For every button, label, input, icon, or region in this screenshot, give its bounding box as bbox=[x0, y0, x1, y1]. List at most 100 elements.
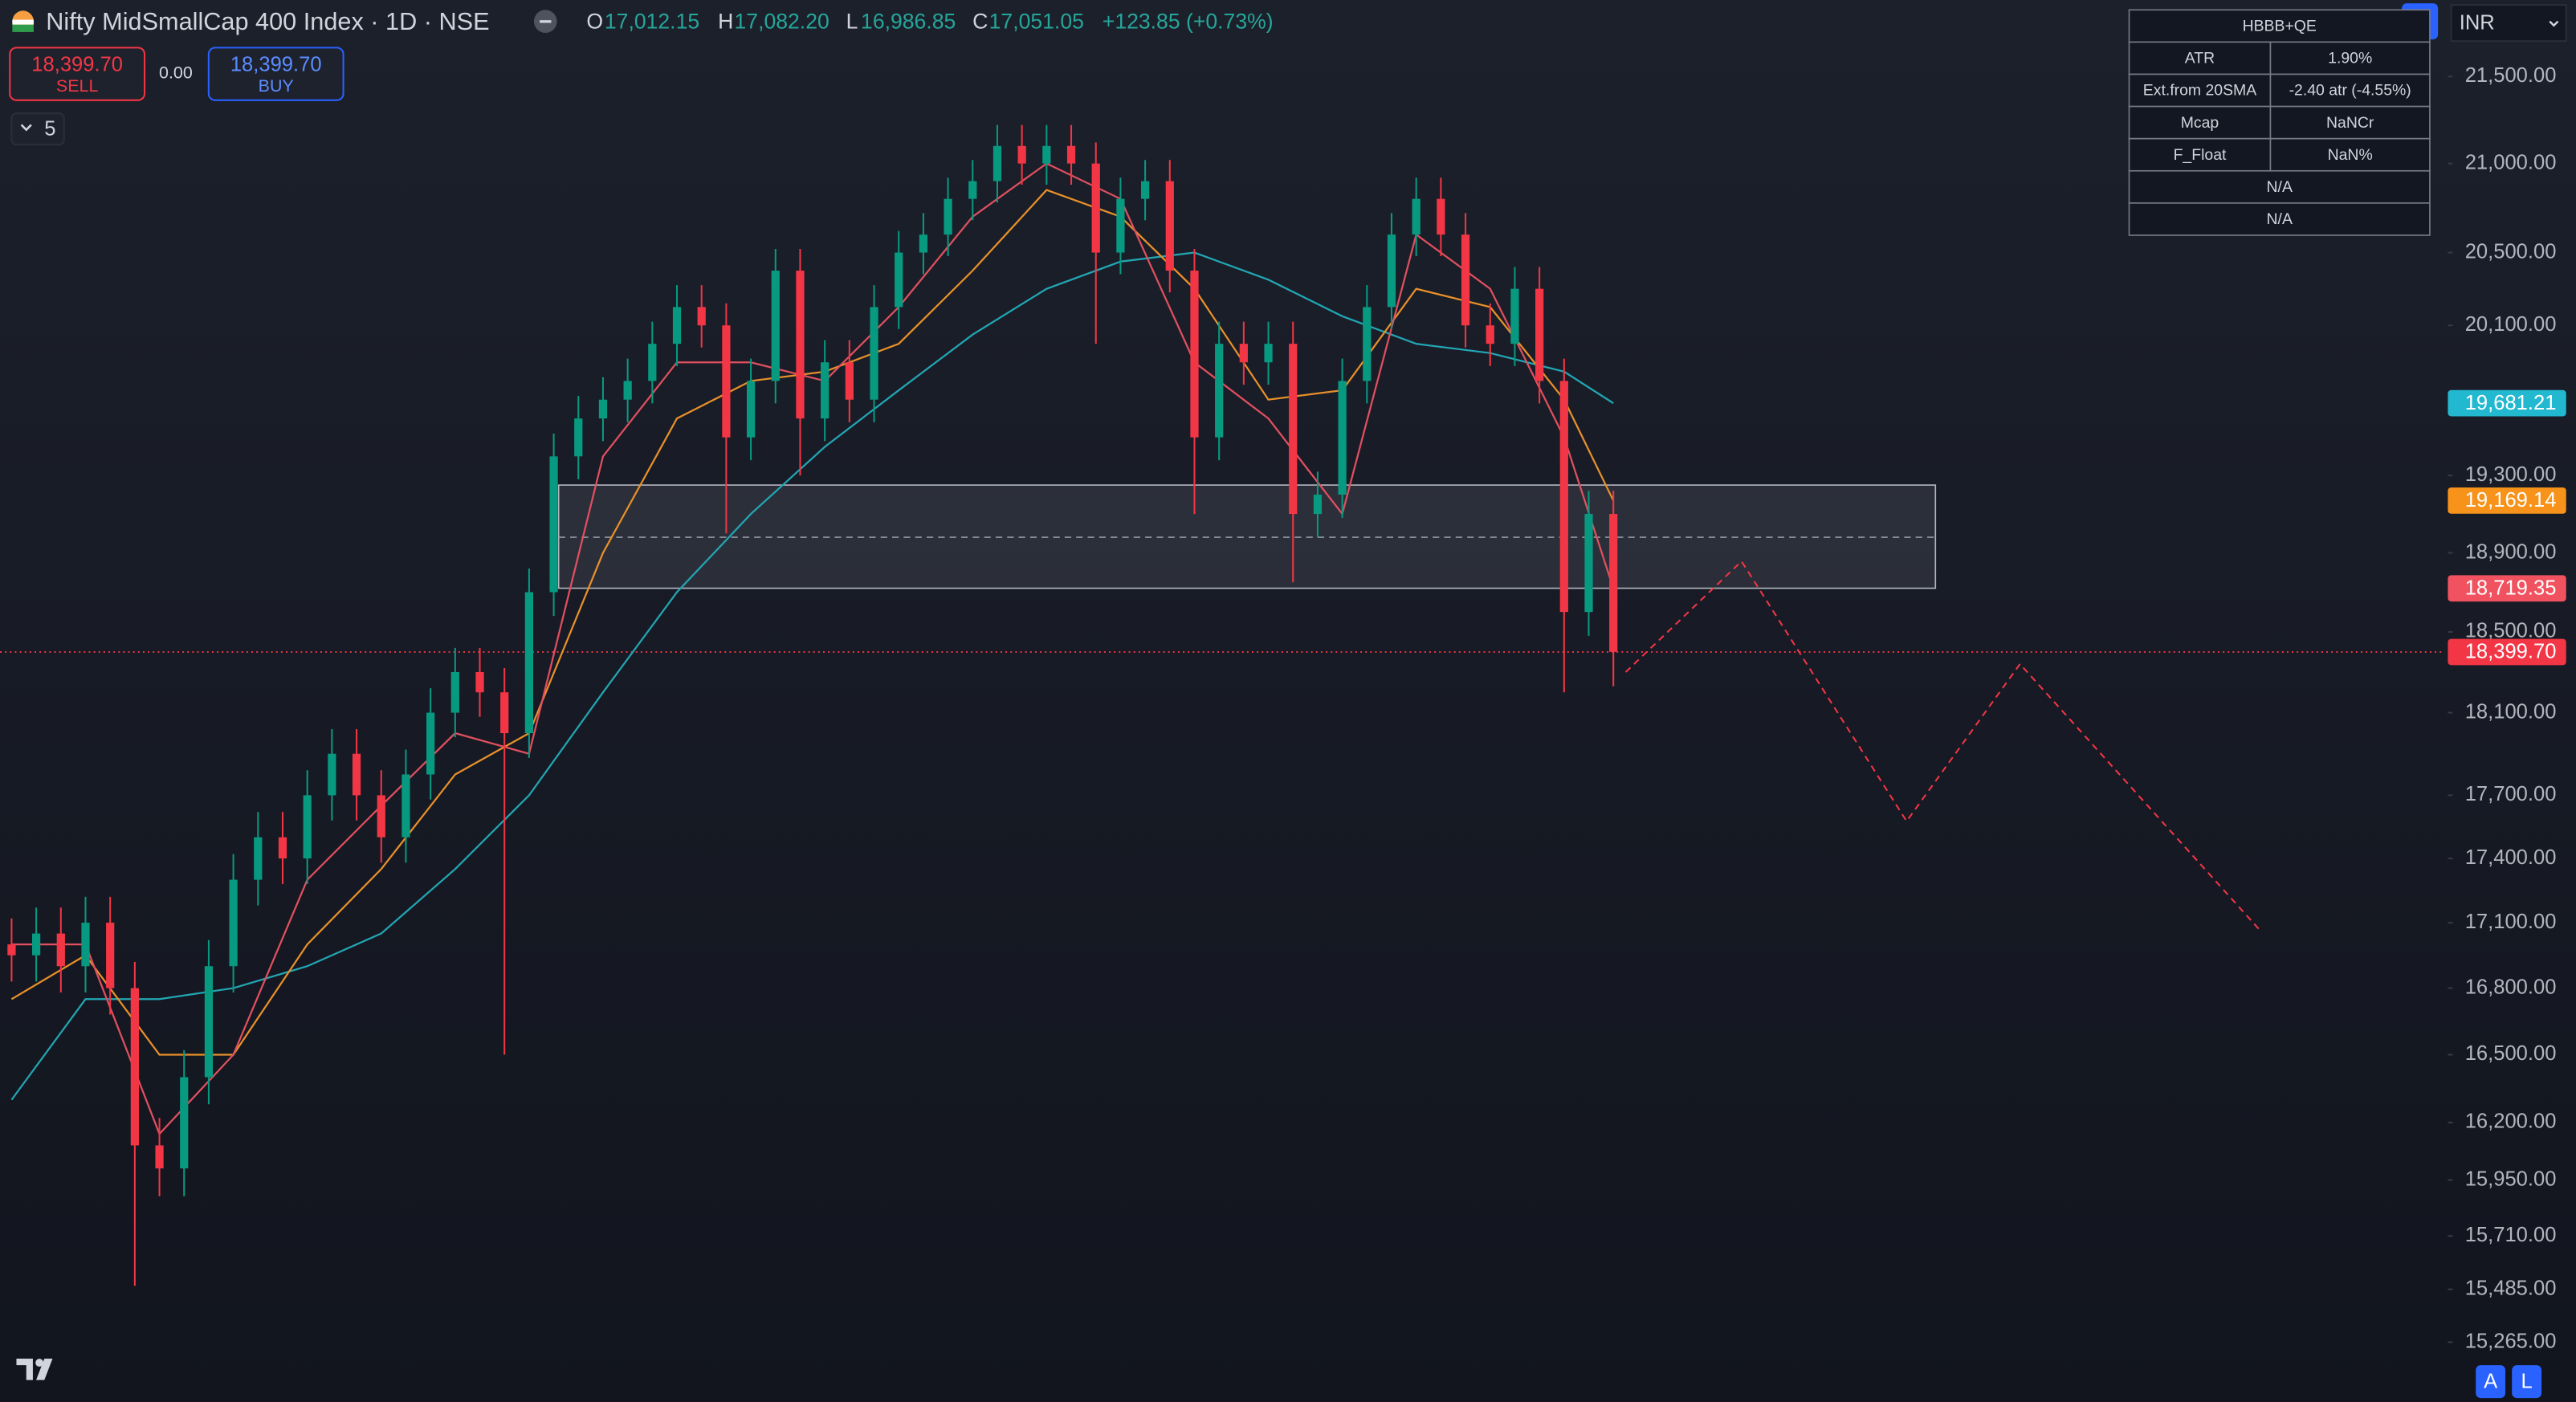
table-value: NaNCr bbox=[2326, 114, 2374, 132]
candle-body bbox=[1165, 181, 1174, 271]
candle-body bbox=[81, 923, 90, 967]
candle-body bbox=[944, 198, 952, 235]
hide-icon bbox=[540, 20, 552, 23]
spread: 0.00 bbox=[159, 63, 193, 83]
candle-body bbox=[771, 271, 780, 381]
candle-body bbox=[450, 671, 459, 713]
y-tick-label: 15,950.00 bbox=[2465, 1168, 2557, 1190]
candle-body bbox=[524, 592, 534, 734]
y-tick-label: 20,500.00 bbox=[2465, 240, 2557, 263]
candle-body bbox=[549, 456, 558, 593]
ohlc-value: 17,012.15 bbox=[605, 10, 699, 34]
y-tick-label: 21,000.00 bbox=[2465, 151, 2557, 173]
flag-stripe bbox=[12, 19, 34, 25]
table-cell bbox=[2128, 41, 2272, 75]
sell-price: 18,399.70 bbox=[31, 54, 123, 76]
candle-body bbox=[1091, 163, 1100, 253]
logo bbox=[16, 1358, 53, 1380]
buy-price: 18,399.70 bbox=[230, 54, 322, 76]
table-text: N/A bbox=[2267, 178, 2293, 196]
candle-body bbox=[1535, 288, 1544, 381]
candle-body bbox=[919, 234, 928, 253]
candle-body bbox=[229, 879, 238, 967]
y-tick-label: 17,100.00 bbox=[2465, 911, 2557, 933]
ohlc-value: 17,051.05 bbox=[989, 10, 1084, 34]
table-value: NaN% bbox=[2328, 146, 2373, 164]
candle-body bbox=[574, 418, 583, 457]
candle-body bbox=[1264, 344, 1273, 363]
y-tick-label: 16,800.00 bbox=[2465, 976, 2557, 998]
candle-body bbox=[1289, 344, 1298, 515]
candle-body bbox=[155, 1145, 164, 1169]
log-scale-label: L bbox=[2521, 1370, 2533, 1392]
y-tick-label: 15,265.00 bbox=[2465, 1330, 2557, 1352]
candle-body bbox=[648, 344, 657, 381]
candle-body bbox=[1190, 271, 1199, 438]
ohlc-key: O bbox=[586, 10, 603, 34]
y-tick-label: 19,300.00 bbox=[2465, 463, 2557, 486]
candle-body bbox=[180, 1077, 189, 1169]
change: +123.85 (+0.73%) bbox=[1103, 10, 1274, 34]
table-header-cell bbox=[2128, 9, 2431, 43]
candle-body bbox=[1510, 288, 1519, 344]
table-cell bbox=[2269, 105, 2431, 140]
auto-scale-button[interactable] bbox=[2476, 1365, 2506, 1399]
plot-area bbox=[0, 124, 2445, 1286]
y-tick-label: 15,485.00 bbox=[2465, 1277, 2557, 1299]
candle-body bbox=[31, 933, 41, 956]
candle-body bbox=[870, 307, 878, 400]
candle-body bbox=[1461, 234, 1470, 326]
candle-body bbox=[1412, 198, 1420, 235]
candle-body bbox=[1239, 344, 1248, 363]
buy-button[interactable] bbox=[207, 47, 344, 101]
candle-body bbox=[377, 795, 385, 838]
candle-body bbox=[475, 671, 484, 693]
candle-body bbox=[895, 252, 903, 308]
y-tick-label: 18,900.00 bbox=[2465, 540, 2557, 563]
candle-body bbox=[106, 923, 115, 988]
candle-body bbox=[56, 933, 65, 967]
symbol-title: Nifty MidSmallCap 400 Index · 1D · NSE bbox=[46, 7, 489, 35]
ohlc-key: C bbox=[972, 10, 988, 34]
candle-body bbox=[845, 362, 854, 400]
candle-body bbox=[746, 381, 756, 438]
ohlc-key: L bbox=[846, 10, 858, 34]
sell-button[interactable] bbox=[9, 47, 146, 101]
candle-body bbox=[1437, 198, 1445, 235]
price-marker bbox=[2448, 575, 2566, 602]
y-tick-label: 21,500.00 bbox=[2465, 64, 2557, 87]
candle-body bbox=[7, 944, 16, 956]
candle-body bbox=[623, 381, 632, 400]
candle-body bbox=[722, 325, 731, 438]
candle-body bbox=[1313, 495, 1323, 515]
info-table: HBBB+QE ATR 1.90% Ext.from 20SMA -2.40 atr (… bbox=[2128, 9, 2431, 236]
table-key: Mcap bbox=[2181, 114, 2219, 132]
candle-body bbox=[1486, 325, 1494, 344]
candle-body bbox=[500, 692, 509, 734]
table-key: F_Float bbox=[2174, 146, 2227, 164]
table-key: ATR bbox=[2185, 50, 2215, 67]
candle-body bbox=[1559, 381, 1568, 613]
candle-body bbox=[992, 145, 1002, 181]
candle-body bbox=[1338, 381, 1347, 495]
candle-body bbox=[1066, 145, 1076, 164]
currency-select[interactable] bbox=[2450, 4, 2567, 43]
table-value: -2.40 atr (-4.55%) bbox=[2289, 82, 2411, 100]
price-marker bbox=[2448, 487, 2566, 514]
ohlc-value: 16,986.85 bbox=[861, 10, 956, 34]
candle-body bbox=[968, 181, 977, 199]
indicators-toggle[interactable] bbox=[10, 112, 65, 146]
log-scale-button[interactable] bbox=[2512, 1365, 2542, 1399]
candle-body bbox=[303, 795, 312, 859]
candle-body bbox=[672, 307, 682, 344]
zone bbox=[557, 484, 1937, 589]
y-tick-label: 18,500.00 bbox=[2465, 620, 2557, 642]
candle-body bbox=[401, 774, 410, 838]
chevron bbox=[2549, 20, 2559, 27]
candle-body bbox=[328, 753, 336, 796]
candle-body bbox=[598, 399, 608, 419]
candle-body bbox=[254, 837, 263, 880]
candle-body bbox=[796, 271, 805, 419]
